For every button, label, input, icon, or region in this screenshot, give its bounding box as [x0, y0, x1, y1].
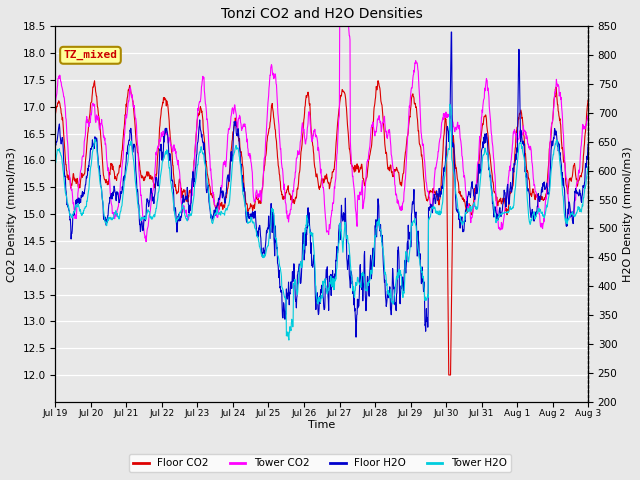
- Y-axis label: H2O Density (mmol/m3): H2O Density (mmol/m3): [623, 146, 633, 282]
- X-axis label: Time: Time: [308, 420, 335, 430]
- Text: TZ_mixed: TZ_mixed: [63, 50, 118, 60]
- Y-axis label: CO2 Density (mmol/m3): CO2 Density (mmol/m3): [7, 146, 17, 282]
- Title: Tonzi CO2 and H2O Densities: Tonzi CO2 and H2O Densities: [221, 7, 422, 21]
- Legend: Floor CO2, Tower CO2, Floor H2O, Tower H2O: Floor CO2, Tower CO2, Floor H2O, Tower H…: [129, 454, 511, 472]
